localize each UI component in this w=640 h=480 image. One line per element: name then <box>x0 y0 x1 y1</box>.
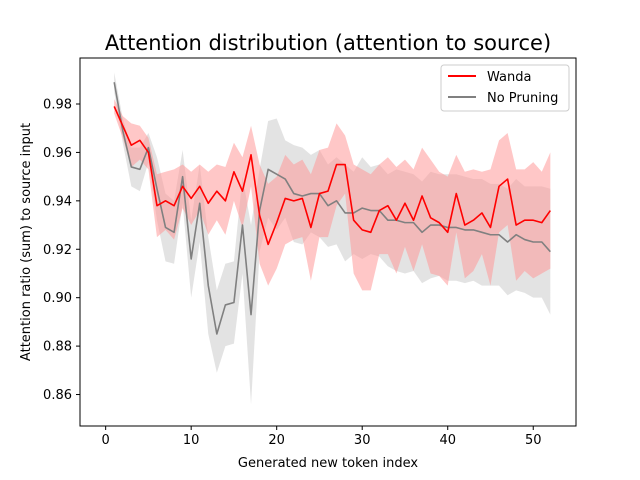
line-wanda <box>113 106 551 246</box>
legend-label-no-pruning: No Pruning <box>487 91 558 106</box>
legend-label-wanda: Wanda <box>487 70 531 85</box>
x-tick-label: 0 <box>102 433 110 448</box>
x-tick-label: 40 <box>439 433 456 448</box>
legend: Wanda No Pruning <box>440 64 570 112</box>
x-tick-label: 10 <box>183 433 200 448</box>
y-tick-label: 0.88 <box>43 340 72 355</box>
y-tick-label: 0.90 <box>43 291 72 306</box>
y-axis-ticks: 0.86 0.88 0.90 0.92 0.94 0.96 0.98 <box>43 98 80 403</box>
y-tick-label: 0.86 <box>43 388 72 403</box>
band-no-pruning <box>114 72 551 405</box>
y-tick-label: 0.98 <box>43 98 72 113</box>
chart-title: Attention distribution (attention to sou… <box>105 31 551 55</box>
plot-frame <box>79 57 577 427</box>
y-tick-label: 0.92 <box>43 243 72 258</box>
x-axis-label: Generated new token index <box>238 456 418 471</box>
x-tick-label: 20 <box>268 433 285 448</box>
y-axis-label: Attention ratio (sum) to source input <box>19 123 34 361</box>
x-axis-ticks: 0 10 20 30 40 50 <box>102 426 542 448</box>
band-wanda <box>114 99 551 291</box>
confidence-bands <box>114 72 551 405</box>
x-tick-label: 50 <box>525 433 542 448</box>
y-tick-label: 0.96 <box>43 146 72 161</box>
series-lines <box>113 82 551 335</box>
x-tick-label: 30 <box>354 433 371 448</box>
y-tick-label: 0.94 <box>43 194 72 209</box>
line-no-pruning <box>113 82 551 335</box>
